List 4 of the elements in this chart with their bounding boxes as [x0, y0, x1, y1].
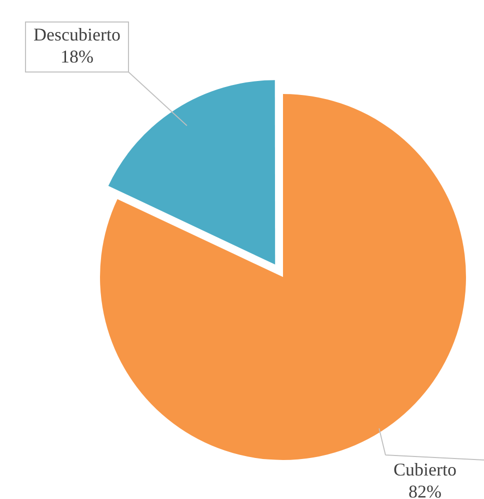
- data-label: 18%: [60, 46, 94, 67]
- slice-label: Cubierto: [394, 460, 456, 480]
- data-label: 82%: [408, 482, 442, 499]
- slice-label: Descubierto: [34, 24, 120, 45]
